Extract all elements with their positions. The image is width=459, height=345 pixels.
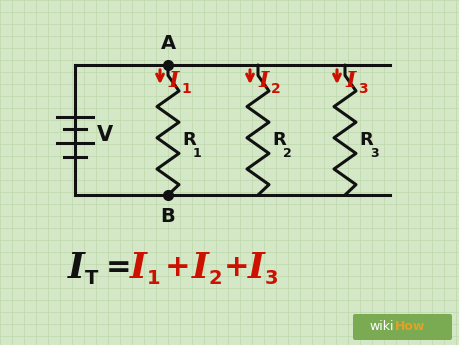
- Text: 2: 2: [270, 82, 280, 96]
- Text: 3: 3: [369, 147, 378, 160]
- Text: I: I: [191, 251, 208, 285]
- Text: I: I: [130, 251, 146, 285]
- Text: 2: 2: [208, 268, 222, 287]
- Text: A: A: [160, 34, 175, 53]
- Text: 3: 3: [357, 82, 367, 96]
- Text: 1: 1: [180, 82, 190, 96]
- Text: 2: 2: [282, 147, 291, 160]
- Text: T: T: [85, 268, 98, 287]
- FancyBboxPatch shape: [352, 314, 451, 340]
- Text: I: I: [258, 70, 269, 92]
- Text: 1: 1: [193, 147, 202, 160]
- Text: +: +: [165, 254, 190, 283]
- Text: +: +: [224, 254, 249, 283]
- Text: =: =: [106, 254, 131, 283]
- Text: 3: 3: [264, 268, 278, 287]
- Text: 1: 1: [147, 268, 160, 287]
- Text: B: B: [160, 207, 175, 226]
- Text: V: V: [97, 125, 113, 145]
- Text: How: How: [394, 321, 425, 334]
- Text: I: I: [247, 251, 264, 285]
- Text: I: I: [68, 251, 85, 285]
- Text: I: I: [345, 70, 356, 92]
- Text: R: R: [271, 131, 285, 149]
- Text: R: R: [182, 131, 196, 149]
- Text: wiki: wiki: [368, 321, 392, 334]
- Text: I: I: [168, 70, 179, 92]
- Text: R: R: [358, 131, 372, 149]
